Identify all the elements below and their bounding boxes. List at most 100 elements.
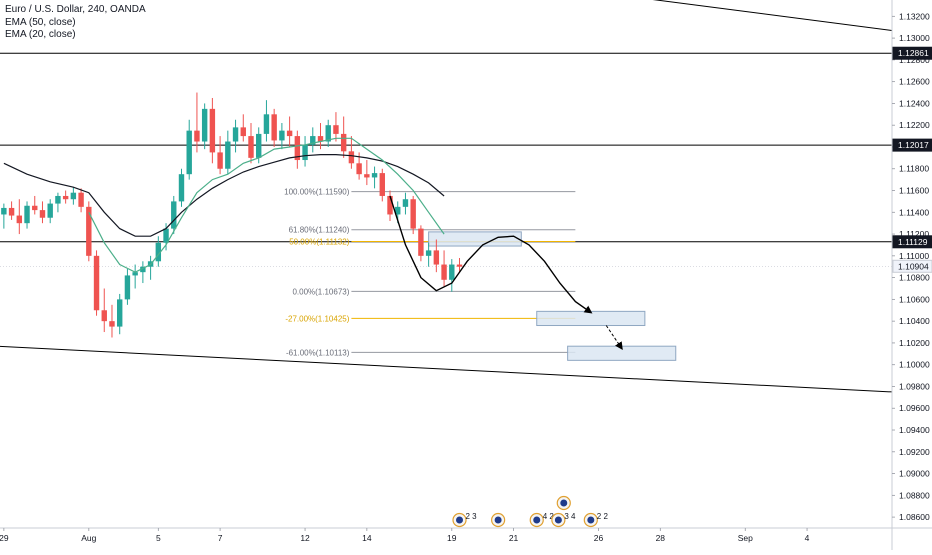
event-count-label: 3 4 — [564, 512, 576, 521]
event-flag-center — [587, 516, 595, 524]
candle-body — [387, 195, 393, 215]
candle-body — [217, 152, 223, 169]
price-tick-label: 1.10200 — [899, 338, 930, 348]
candle-body — [433, 250, 440, 265]
price-tick-label: 1.09200 — [899, 447, 930, 457]
economic-event-marker — [556, 495, 571, 511]
economic-event-marker: 2 2 — [583, 512, 609, 528]
time-axis: 29 Aug 5 7 12 14 19 21 26 28 Sep 4 — [0, 528, 810, 543]
plot-area: 100.00%(1.11590) 61.80%(1.11240) 50.00%(1.… — [0, 0, 892, 393]
candle-body — [163, 228, 169, 243]
fib-level-label-0: 100.00%(1.11590) — [284, 188, 350, 197]
candle-body — [271, 114, 277, 141]
candle-body — [371, 173, 378, 178]
price-tick-label: 1.10800 — [899, 273, 930, 283]
price-tick-label: 1.09800 — [899, 381, 930, 391]
indicator-ema50-label[interactable]: EMA (50, close) — [5, 16, 76, 28]
candle-body — [418, 228, 424, 256]
candle-body — [425, 250, 432, 256]
candle-body — [140, 266, 146, 273]
trendline-0 — [0, 345, 892, 393]
candle-body — [240, 127, 246, 137]
price-tag-label: 1.10904 — [898, 261, 929, 271]
time-tick-label: Aug — [81, 533, 96, 543]
time-tick-label: 21 — [509, 533, 519, 543]
candle-body — [379, 173, 385, 196]
candle-body — [348, 151, 355, 164]
price-axis: 1.13200 1.13000 1.12800 1.12600 1.12400 1.122… — [892, 11, 932, 522]
price-tag-label: 1.12861 — [898, 48, 929, 58]
price-tick-label: 1.11200 — [899, 229, 929, 239]
candle-body — [194, 130, 200, 142]
fib-level-label-2: 50.00%(1.11132) — [289, 237, 350, 246]
price-tick-label: 1.12200 — [899, 120, 930, 130]
economic-event-marker: 4 2 — [529, 512, 555, 528]
price-tick-label: 1.10600 — [899, 294, 930, 304]
price-tick-label: 1.12800 — [899, 55, 930, 65]
candle-body — [47, 203, 53, 218]
time-tick-label: 14 — [362, 533, 372, 543]
candle-body — [317, 136, 324, 142]
price-tag-label: 1.11129 — [898, 237, 928, 247]
candle-body — [62, 195, 69, 200]
fib-level-label-1: 61.80%(1.11240) — [289, 226, 350, 235]
candle-body — [225, 141, 231, 169]
price-tick-label: 1.11000 — [899, 251, 929, 261]
candle-body — [70, 192, 77, 200]
candle-body — [117, 299, 123, 327]
chart-legend: Euro / U.S. Dollar, 240, OANDA EMA (50, … — [5, 4, 146, 42]
projection-zone-0 — [428, 231, 522, 247]
fib-level-label-3: 0.00%(1.10673) — [292, 287, 349, 296]
symbol-title[interactable]: Euro / U.S. Dollar, 240, OANDA — [5, 4, 146, 15]
economic-event-marker — [491, 512, 506, 528]
indicator-ema20-label[interactable]: EMA (20, close) — [5, 29, 76, 40]
price-tick-label: 1.12600 — [899, 77, 930, 87]
candle-body — [24, 205, 30, 224]
event-count-label: 4 2 — [543, 512, 555, 521]
candle-body — [109, 321, 115, 327]
price-tick-label: 1.11800 — [899, 164, 929, 174]
fib-level-label-5: -61.00%(1.10113) — [286, 348, 350, 357]
candle-body — [93, 255, 100, 311]
projection-arrow-path — [389, 195, 593, 314]
price-tag-box — [892, 138, 932, 152]
candle-body — [248, 136, 254, 158]
candle-body — [55, 195, 61, 204]
price-tag-box — [892, 46, 932, 60]
price-tick-label: 1.08800 — [899, 490, 930, 500]
candle-body — [310, 136, 316, 145]
price-tick-label: 1.11400 — [899, 207, 929, 217]
price-tag-box — [892, 259, 932, 273]
candle-body — [294, 136, 301, 161]
candle-body — [302, 144, 308, 161]
candle-body — [171, 201, 177, 229]
event-flag-center — [533, 516, 541, 524]
time-tick-label: Sep — [738, 533, 753, 543]
time-tick-label: 5 — [156, 533, 161, 543]
time-tick-label: 26 — [594, 533, 604, 543]
time-tick-label: 29 — [0, 533, 9, 543]
price-tick-label: 1.11600 — [899, 186, 929, 196]
candle-body — [186, 130, 192, 175]
price-tick-label: 1.13000 — [899, 33, 930, 43]
candle-body — [286, 130, 293, 137]
candle-body — [1, 207, 7, 215]
candle-body — [449, 264, 455, 280]
price-tick-label: 1.09400 — [899, 425, 930, 435]
candle-body — [441, 264, 447, 280]
candle-body — [356, 163, 362, 175]
trendline-1 — [652, 0, 892, 31]
candle-body — [364, 174, 370, 178]
candle-body — [201, 108, 208, 142]
candle-body — [124, 275, 131, 300]
candle-body — [86, 206, 92, 256]
candle-body — [333, 125, 339, 134]
price-tick-label: 1.12400 — [899, 98, 930, 108]
candle-body — [16, 215, 23, 224]
time-tick-label: 7 — [218, 533, 223, 543]
event-count-label: 2 2 — [597, 512, 609, 521]
candle-body — [279, 130, 285, 141]
time-tick-label: 4 — [805, 533, 810, 543]
